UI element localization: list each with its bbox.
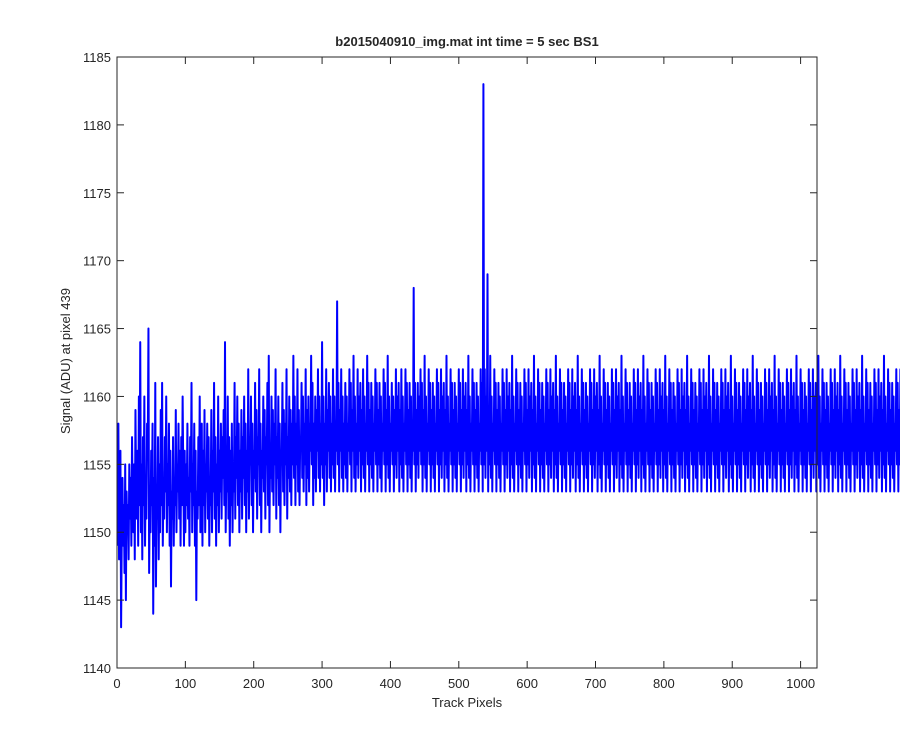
plot-area [117,57,817,668]
x-tick-label: 600 [516,676,538,691]
x-tick-label: 800 [653,676,675,691]
x-tick-label: 400 [380,676,402,691]
y-tick-label: 1140 [83,661,111,676]
x-tick-label: 100 [175,676,197,691]
y-tick-label: 1150 [83,525,111,540]
x-tick-label: 200 [243,676,265,691]
x-tick-label: 0 [113,676,120,691]
y-tick-label: 1185 [83,50,111,65]
plot-frame [116,56,818,669]
y-tick-label: 1155 [83,457,111,472]
x-axis-label: Track Pixels [432,695,503,710]
y-tick-label: 1175 [83,186,111,201]
x-tick-label: 1000 [786,676,815,691]
x-tick-label: 700 [585,676,607,691]
x-tick-label: 500 [448,676,470,691]
y-tick-label: 1145 [83,593,111,608]
x-tick-label: 900 [721,676,743,691]
series-line-1 [116,83,900,629]
y-axis-label: Signal (ADU) at pixel 439 [58,288,73,434]
series-layer [116,83,900,629]
chart-title: b2015040910_img.mat int time = 5 sec BS1 [335,34,598,49]
y-tick-label: 1170 [83,254,111,269]
y-tick-label: 1180 [83,118,111,133]
x-tick-label: 300 [311,676,333,691]
y-tick-label: 1160 [83,389,111,404]
y-tick-label: 1165 [83,322,111,337]
tick-layer: 0 100 200 300 400 500 600 700 800 900 1000 1140 1145… [83,50,817,691]
